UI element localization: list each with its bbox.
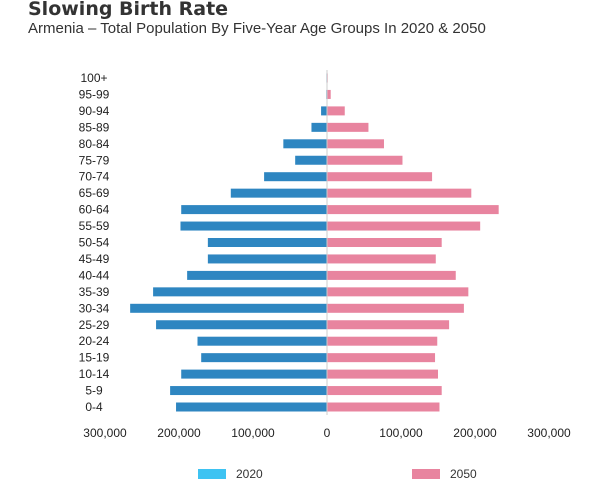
bar-2020-90-94 <box>321 106 327 116</box>
bar-2020-5-9 <box>170 386 327 396</box>
chart-title: Slowing Birth Rate <box>28 0 229 20</box>
y-tick-label: 65-69 <box>79 186 110 200</box>
bar-2020-80-84 <box>283 139 327 149</box>
x-tick-label: 200,000 <box>157 426 201 440</box>
bar-2020-60-64 <box>181 205 327 215</box>
bar-2050-55-59 <box>327 221 481 231</box>
legend-swatch-2020 <box>198 469 226 479</box>
series-2050-bars <box>327 73 499 412</box>
bar-2020-55-59 <box>180 221 327 231</box>
chart-subtitle: Armenia – Total Population By Five-Year … <box>28 20 486 37</box>
y-tick-label: 45-49 <box>79 252 110 266</box>
x-tick-label: 300,000 <box>527 426 571 440</box>
y-tick-label: 85-89 <box>79 120 110 134</box>
bar-2020-40-44 <box>187 270 327 280</box>
x-tick-label: 100,000 <box>231 426 275 440</box>
bar-2050-80-84 <box>327 139 384 149</box>
y-tick-label: 25-29 <box>79 318 110 332</box>
bar-2020-25-29 <box>156 320 327 330</box>
bar-2050-0-4 <box>327 402 440 412</box>
y-tick-label: 50-54 <box>79 236 110 250</box>
y-tick-label: 55-59 <box>79 219 110 233</box>
bar-2020-85-89 <box>311 122 327 132</box>
bar-2050-85-89 <box>327 122 369 132</box>
y-tick-label: 75-79 <box>79 153 110 167</box>
y-tick-label: 95-99 <box>79 87 110 101</box>
bar-2020-75-79 <box>295 155 327 165</box>
y-tick-label: 5-9 <box>85 384 103 398</box>
y-tick-label: 20-24 <box>79 334 110 348</box>
bar-2020-70-74 <box>264 172 327 182</box>
bar-2020-65-69 <box>230 188 327 198</box>
y-tick-label: 30-34 <box>79 301 110 315</box>
y-tick-label: 15-19 <box>79 351 110 365</box>
x-axis-labels: 300,000 200,000 100,000 0 100,000 200,000 300,… <box>83 426 571 440</box>
bar-2050-75-79 <box>327 155 403 165</box>
bar-2020-30-34 <box>130 303 327 313</box>
y-tick-label: 35-39 <box>79 285 110 299</box>
series-2020-bars <box>130 73 327 412</box>
legend-swatch-2050 <box>412 469 440 479</box>
bar-2050-95-99 <box>327 89 331 99</box>
y-tick-label: 0-4 <box>85 400 103 414</box>
bar-2050-25-29 <box>327 320 450 330</box>
bar-2020-50-54 <box>207 238 327 247</box>
bar-2050-30-34 <box>327 303 464 313</box>
y-tick-label: 90-94 <box>79 104 110 118</box>
x-tick-label: 0 <box>324 426 331 440</box>
y-axis-labels: 100+ 95-99 90-94 85-89 80-84 75-79 70-74 65-69 6… <box>79 71 110 414</box>
legend-label-2050: 2050 <box>450 467 477 481</box>
y-tick-label: 100+ <box>80 71 107 85</box>
bar-2020-45-49 <box>207 254 327 264</box>
bar-2020-20-24 <box>197 336 327 346</box>
legend-label-2020: 2020 <box>236 467 263 481</box>
bar-2050-35-39 <box>327 287 469 297</box>
bar-2020-10-14 <box>181 369 327 379</box>
legend: 2020 2050 <box>198 467 477 481</box>
x-tick-label: 200,000 <box>453 426 497 440</box>
bar-2050-20-24 <box>327 336 438 346</box>
bar-2020-15-19 <box>201 353 327 363</box>
bar-2020-0-4 <box>176 402 327 412</box>
bar-2050-10-14 <box>327 369 438 379</box>
y-tick-label: 40-44 <box>79 268 110 282</box>
bar-2050-45-49 <box>327 254 436 264</box>
bar-2050-5-9 <box>327 386 442 396</box>
y-tick-label: 70-74 <box>79 170 110 184</box>
bar-2050-60-64 <box>327 205 499 215</box>
x-tick-label: 100,000 <box>379 426 423 440</box>
bar-2050-65-69 <box>327 188 472 198</box>
bar-2020-35-39 <box>153 287 327 297</box>
bar-2050-40-44 <box>327 270 456 280</box>
x-tick-label: 300,000 <box>83 426 127 440</box>
bar-2050-15-19 <box>327 353 436 363</box>
bar-2050-70-74 <box>327 172 433 182</box>
y-tick-label: 80-84 <box>79 137 110 151</box>
bar-2050-90-94 <box>327 106 345 116</box>
y-tick-label: 10-14 <box>79 367 110 381</box>
bar-2050-50-54 <box>327 238 442 247</box>
y-tick-label: 60-64 <box>79 203 110 217</box>
